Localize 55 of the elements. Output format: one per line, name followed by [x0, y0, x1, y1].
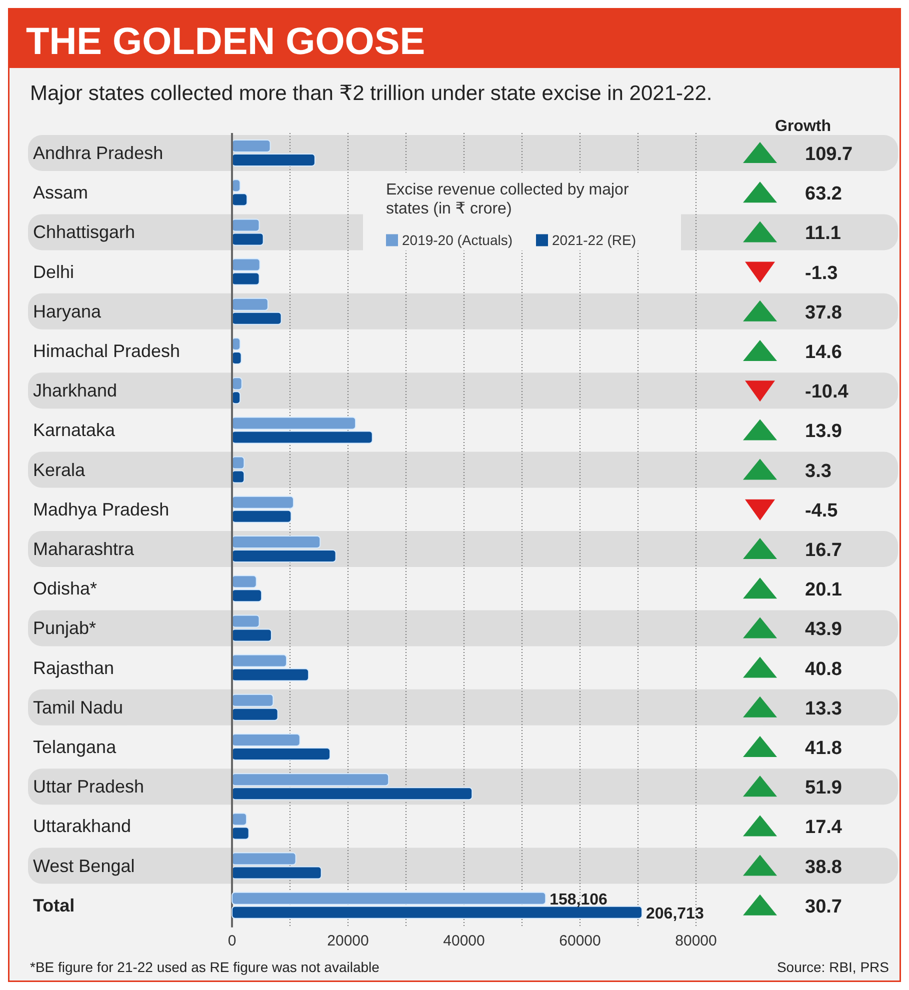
legend-label: 2021-22 (RE) [552, 232, 636, 248]
data-label: 206,713 [646, 905, 704, 922]
chart-title: THE GOLDEN GOOSE [26, 21, 426, 63]
source-note: Source: RBI, PRS [776, 959, 889, 975]
x-tick-label: 80000 [675, 932, 717, 950]
x-tick-label: 20000 [327, 932, 369, 950]
data-label: 13.3 [805, 698, 842, 720]
data-label: 41.8 [805, 738, 842, 759]
data-label: 16.7 [805, 540, 842, 561]
data-label: 13.9 [805, 421, 842, 442]
y-tick-label: Jharkhand [33, 380, 118, 401]
y-tick-label: Karnataka [33, 420, 116, 440]
y-tick-label: Telangana [33, 737, 118, 757]
y-tick-label: Haryana [33, 301, 102, 322]
x-tick-label: 60000 [559, 932, 601, 950]
data-label: 14.6 [805, 342, 842, 363]
data-label: 51.9 [805, 778, 842, 799]
y-tick-label: Tamil Nadu [33, 697, 124, 718]
y-tick-label: Odisha* [33, 578, 98, 599]
data-label: 37.8 [805, 302, 842, 324]
legend-title: Excise revenue collected by major states (in ₹ crore) [386, 182, 630, 218]
data-label: 20.1 [805, 580, 842, 601]
y-tick-label: Himachal Pradesh [33, 341, 180, 361]
y-tick-label: Kerala [33, 460, 86, 480]
y-tick-label: Madhya Pradesh [33, 499, 170, 520]
x-tick-label: 0 [228, 932, 236, 950]
data-label: 3.3 [805, 460, 832, 482]
data-label: 38.8 [805, 856, 842, 878]
y-tick-label: Uttar Pradesh [33, 776, 144, 797]
y-tick-label: Maharashtra [33, 539, 136, 559]
data-label: 109.7 [805, 144, 853, 165]
data-label: 158,106 [550, 891, 608, 908]
data-label: 17.4 [805, 817, 842, 838]
y-tick-label: Chhattisgarh [33, 222, 136, 242]
data-label: 43.9 [805, 619, 842, 640]
text: Growth [775, 118, 831, 135]
y-tick-label: Rajasthan [33, 658, 114, 678]
x-tick-label: 40000 [443, 932, 485, 950]
data-label: -10.4 [805, 382, 849, 403]
y-tick-label: Total [33, 895, 75, 916]
chart-subtitle: Major states collected more than ₹2 trillion under state excise in 2021-22. [30, 82, 712, 105]
y-tick-label: West Bengal [33, 856, 135, 876]
y-tick-label: Uttarakhand [33, 816, 132, 836]
data-label: 63.2 [805, 184, 842, 205]
data-label: 40.8 [805, 658, 842, 680]
data-label: 30.7 [805, 896, 842, 918]
y-tick-label: Punjab* [33, 618, 96, 638]
y-tick-label: Andhra Pradesh [33, 143, 164, 163]
data-label: 11.1 [805, 223, 842, 244]
annotation: *BE figure for 21-22 used as RE figure was not available [30, 959, 380, 975]
y-tick-label: Delhi [33, 262, 74, 282]
y-tick-label: Assam [33, 182, 88, 203]
data-label: -4.5 [805, 500, 838, 522]
data-label: -1.3 [805, 262, 838, 284]
legend-label: 2019-20 (Actuals) [402, 232, 513, 248]
